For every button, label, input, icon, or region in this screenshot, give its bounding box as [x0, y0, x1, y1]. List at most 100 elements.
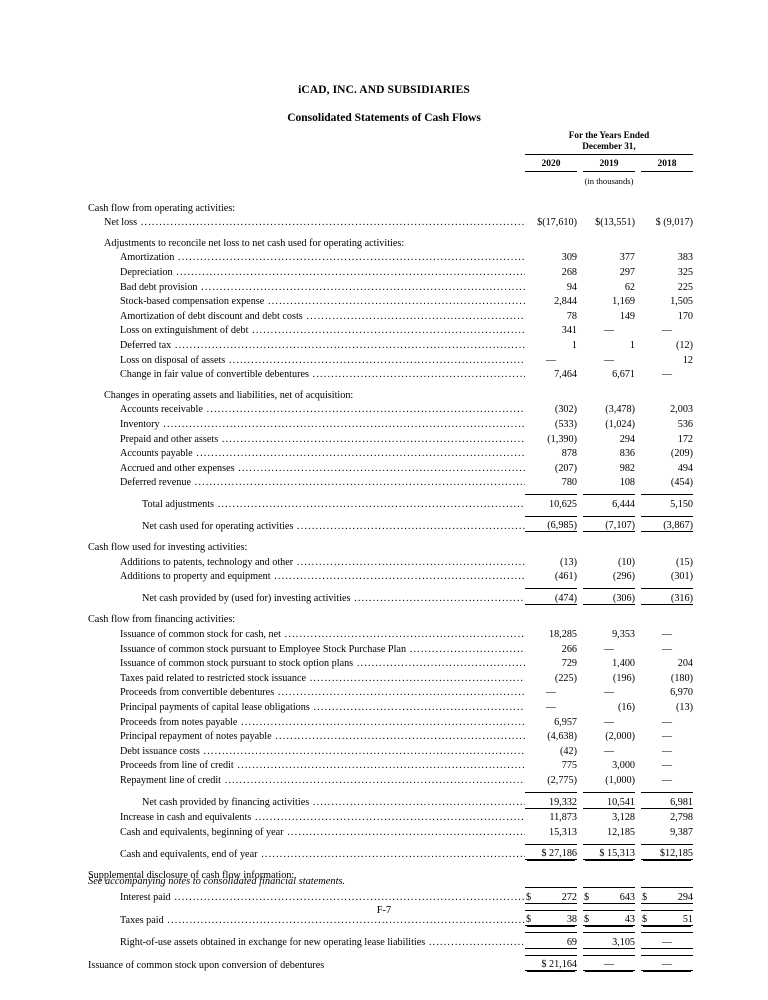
- cell-value-2018: —: [661, 760, 673, 772]
- column-header-2018: 2018: [641, 157, 693, 173]
- cell-value-2020: 878: [561, 448, 577, 460]
- cell-value-2018: —: [661, 629, 673, 641]
- row-label: Change in fair value of convertible debe…: [88, 366, 525, 380]
- cell-value-2019: [583, 538, 635, 553]
- row-label: Taxes paid: [88, 910, 525, 926]
- table-row: Amortization 309 377 383: [88, 249, 693, 263]
- table-row: Additions to patents, technology and oth…: [88, 553, 693, 568]
- table-row: Accrued and other expenses (207) 982 494: [88, 459, 693, 474]
- table-row: Net loss $(17,610) $(13,551) $ (9,017): [88, 214, 693, 229]
- table-row: Prepaid and other assets (1,390) 294 172: [88, 430, 693, 445]
- cell-value-2020: 2,844: [554, 296, 577, 308]
- page-number: F-7: [376, 905, 392, 916]
- cell-value-2019: 10,541: [583, 791, 635, 809]
- cell-value-2019: —: [603, 716, 615, 728]
- table-row: Net cash provided by (used for) investin…: [88, 588, 693, 605]
- cell-value-2020: 10,625: [525, 494, 577, 510]
- table-header: For the Years Ended December 31, 2020 20…: [88, 130, 693, 193]
- cell-value-2019: 1: [629, 339, 635, 351]
- cell-value-2019: —: [603, 354, 615, 366]
- cell-value-2020: (302): [554, 404, 577, 416]
- table-row: Interest paid$272 $643 $294: [88, 886, 693, 904]
- table-row: Repayment line of credit(2,775) (1,000) …: [88, 771, 693, 786]
- cell-value-2019: (1,000): [605, 774, 635, 786]
- row-label: Increase in cash and equivalents: [88, 808, 525, 823]
- cell-value-2018: 2,798: [670, 812, 693, 824]
- table-row: Accounts payable 878 836 (209): [88, 445, 693, 460]
- row-label: Adjustments to reconcile net loss to net…: [104, 237, 405, 249]
- table-row: Change in fair value of convertible debe…: [88, 366, 693, 380]
- cell-value-2019: 9,353: [612, 629, 635, 641]
- footnote-text: See accompanying notes to consolidated f…: [88, 876, 346, 887]
- cell-value-2019: —: [603, 643, 615, 655]
- cell-value-2018: —: [641, 954, 693, 972]
- cell-value-2018: 1,505: [670, 296, 693, 308]
- cell-value-2019: [583, 611, 635, 626]
- cell-value-2019: (306): [583, 588, 635, 605]
- table-body: Cash flow from operating activities: Net…: [88, 193, 693, 972]
- cell-value-2020: (4,638): [547, 731, 577, 743]
- cell-value-2018: (209): [670, 448, 693, 460]
- cell-value-2019: —: [583, 954, 635, 972]
- cell-value-2019: [583, 386, 635, 401]
- cell-value-2018: (301): [670, 571, 693, 583]
- table-row: Cash and equivalents, beginning of year 1…: [88, 823, 693, 838]
- period-heading: For the Years Ended December 31,: [525, 130, 693, 157]
- cell-value-2019: $(13,551): [595, 217, 635, 229]
- row-spacer: [88, 926, 693, 933]
- row-label: Stock-based compensation expense: [88, 293, 525, 307]
- table-row: Stock-based compensation expense 2,844 1,…: [88, 293, 693, 308]
- row-label: Right-of-use assets obtained in exchange…: [88, 933, 525, 948]
- column-header-2020: 2020: [525, 157, 577, 173]
- cell-value-2019: (10): [618, 556, 635, 568]
- table-row: Issuance of common stock pursuant to sto…: [88, 655, 693, 670]
- cell-value-2019: $ 15,313: [583, 843, 635, 861]
- cell-value-2020: 94: [566, 281, 577, 293]
- row-label: Deferred revenue: [88, 474, 525, 488]
- cell-value-2019: —: [603, 325, 615, 337]
- cell-value-2019: (3,478): [605, 404, 635, 416]
- cell-value-2019: (296): [612, 571, 635, 583]
- cell-value-2019: (2,000): [605, 731, 635, 743]
- table-row: Increase in cash and equivalents 11,873 3…: [88, 808, 693, 823]
- cell-value-2020: 15,313: [548, 826, 577, 838]
- row-label: Principal payments of capital lease obli…: [88, 698, 525, 713]
- cell-value-2020: 19,332: [525, 791, 577, 809]
- row-label: Cash and equivalents, end of year: [88, 844, 525, 860]
- cell-value-2019: $43: [583, 909, 635, 927]
- cell-value-2020: (13): [560, 556, 577, 568]
- row-label: Issuance of common stock for cash, net: [88, 625, 525, 640]
- cell-value-2018: 6,981: [641, 791, 693, 809]
- cell-value-2018: [641, 386, 693, 401]
- row-label: Accrued and other expenses: [88, 459, 525, 474]
- cell-value-2018: 6,970: [670, 687, 693, 699]
- table-row: Depreciation 268 297 325: [88, 263, 693, 278]
- cell-value-2019: —: [603, 687, 615, 699]
- cell-value-2020: (207): [554, 462, 577, 474]
- table-row: Issuance of common stock pursuant to Emp…: [88, 640, 693, 655]
- cell-value-2020: 11,873: [549, 812, 577, 824]
- cell-value-2018: $ (9,017): [655, 217, 693, 229]
- table-row: Changes in operating assets and liabilit…: [88, 386, 693, 401]
- row-label: Cash flow from financing activities:: [88, 614, 236, 626]
- cell-value-2020: —: [545, 354, 557, 366]
- cell-value-2018: [641, 866, 693, 881]
- cell-value-2019: 6,444: [583, 494, 635, 510]
- cell-value-2019: 297: [619, 266, 635, 278]
- cash-flow-statement: For the Years Ended December 31, 2020 20…: [88, 130, 693, 972]
- row-label: Principal repayment of notes payable: [88, 728, 525, 742]
- cell-value-2018: [641, 611, 693, 626]
- cell-value-2019: 149: [619, 310, 635, 322]
- cell-value-2019: 1,400: [612, 658, 635, 670]
- row-label: Taxes paid related to restricted stock i…: [88, 669, 525, 684]
- cell-value-2020: —: [545, 687, 557, 699]
- cell-value-2018: (3,867): [641, 515, 693, 533]
- column-header-2019: 2019: [583, 157, 635, 173]
- cell-value-2020: 69: [525, 932, 577, 949]
- row-label: Cash and equivalents, beginning of year: [88, 823, 525, 838]
- row-label: Depreciation: [88, 263, 525, 278]
- cell-value-2020: (2,775): [547, 774, 577, 786]
- table-row: Loss on disposal of assets — — 12: [88, 351, 693, 366]
- cell-value-2019: 12,185: [606, 826, 635, 838]
- cell-value-2020: 729: [561, 658, 577, 670]
